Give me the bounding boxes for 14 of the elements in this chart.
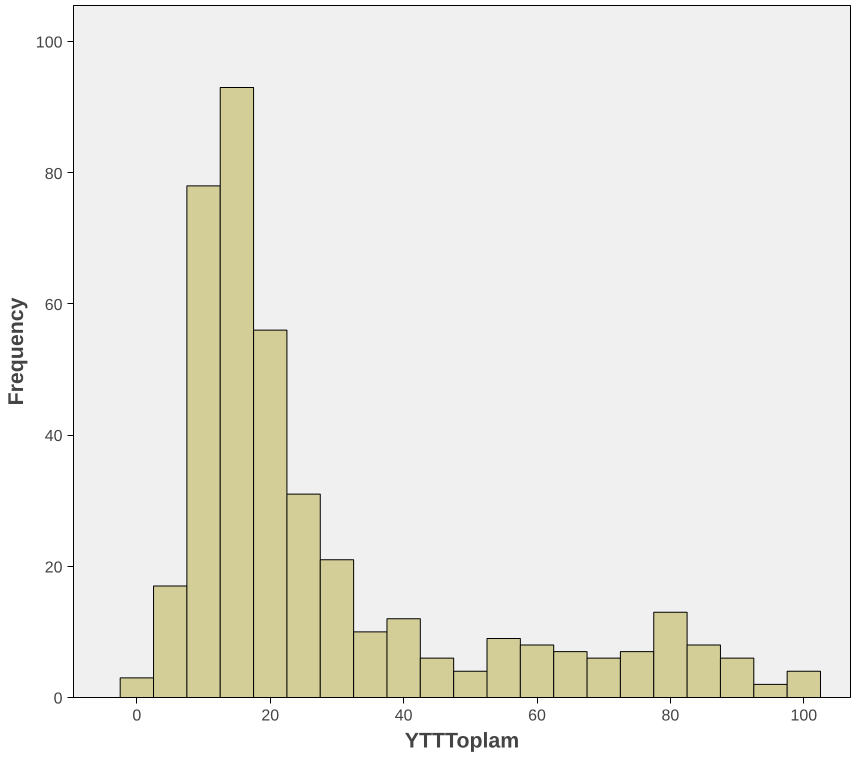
- y-tick-label: 40: [44, 428, 63, 446]
- x-tick-label: 60: [528, 708, 546, 724]
- y-tick-label: 100: [36, 34, 63, 52]
- x-tick-label: 100: [790, 708, 818, 724]
- x-tick-label: 20: [261, 708, 280, 724]
- y-tick-label: 60: [44, 296, 63, 314]
- y-tick-label: 20: [44, 559, 63, 576]
- y-axis-title: Frequency: [4, 297, 28, 406]
- x-tick-label: 80: [662, 708, 680, 724]
- x-tick-label: 0: [132, 708, 142, 724]
- y-tick-label: 0: [54, 690, 63, 708]
- x-tick-label: 40: [394, 708, 413, 724]
- x-axis-title: YTTToplam: [404, 728, 520, 752]
- y-tick-label: 80: [44, 166, 63, 183]
